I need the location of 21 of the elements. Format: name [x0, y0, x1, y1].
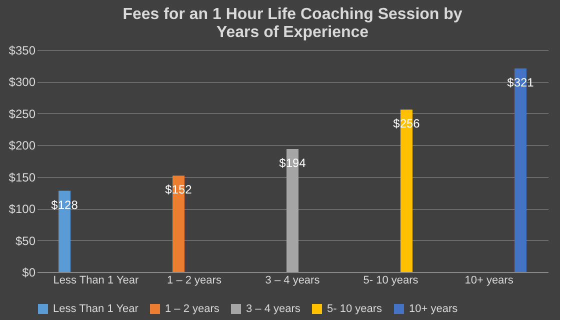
legend-label: 5- 10 years [327, 303, 383, 315]
x-tick-label: Less Than 1 Year [53, 274, 140, 286]
y-tick-label: $350 [8, 44, 36, 58]
y-tick-label: $200 [8, 138, 36, 153]
y-tick-label: $300 [8, 75, 36, 90]
legend-label: 1 – 2 years [165, 303, 220, 315]
legend-label: Less Than 1 Year [53, 303, 139, 315]
x-tick-label: 3 – 4 years [265, 274, 320, 286]
y-tick-label: $0 [22, 266, 36, 280]
x-tick-label: 1 – 2 years [167, 274, 222, 286]
legend-label: 3 – 4 years [246, 303, 301, 315]
chart-title: Fees for an 1 Hour Life Coaching Session by Years of Experience [122, 6, 462, 41]
data-label: $321 [507, 75, 534, 90]
x-tick-label: 10+ years [464, 274, 514, 286]
data-label: $194 [279, 156, 306, 170]
y-tick-label: $250 [8, 106, 36, 121]
x-tick-label: 5- 10 years [363, 274, 419, 286]
y-tick-label: $100 [8, 202, 36, 216]
y-tick-label: $150 [8, 170, 36, 184]
y-tick-label: $50 [15, 234, 36, 248]
legend-label: 10+ years [409, 303, 458, 315]
